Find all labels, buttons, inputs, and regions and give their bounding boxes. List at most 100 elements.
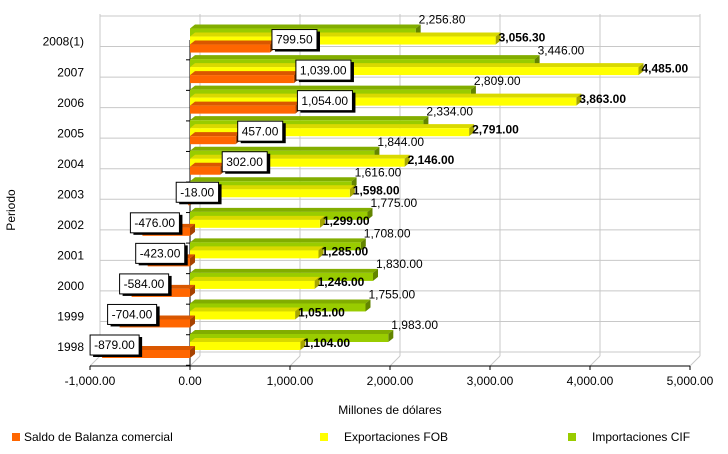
bar-side xyxy=(300,338,306,350)
bar-top xyxy=(190,101,301,106)
data-label: 1,708.00 xyxy=(364,227,411,241)
bar-side xyxy=(190,346,195,358)
bar-top xyxy=(190,40,275,45)
x-axis-title: Millones de dólares xyxy=(338,403,441,417)
bar-top xyxy=(190,63,644,68)
label-box xyxy=(296,90,353,112)
label-box xyxy=(129,212,180,234)
bar xyxy=(190,136,236,145)
data-label: 1,039.00 xyxy=(300,63,347,77)
bar-side xyxy=(404,154,410,167)
bar-side xyxy=(190,315,195,328)
data-label: 1,104.00 xyxy=(303,336,350,350)
data-label: 1,285.00 xyxy=(322,245,369,259)
x-tick-label: 4,000.00 xyxy=(567,374,614,388)
data-label: 2,334.00 xyxy=(426,104,473,118)
floor-line xyxy=(89,355,101,367)
x-tick-label: -1,000.00 xyxy=(65,374,116,388)
data-label: -704.00 xyxy=(112,308,153,322)
bar-top xyxy=(190,238,366,243)
bar-side xyxy=(495,32,501,45)
y-tick-label: 2003 xyxy=(57,187,84,201)
legend: Saldo de Balanza comercial Exportaciones … xyxy=(12,430,690,444)
bar-top xyxy=(190,132,241,137)
label-box xyxy=(295,59,352,81)
legend-swatch xyxy=(12,433,20,441)
bar xyxy=(190,189,350,198)
bar-side xyxy=(190,254,195,267)
floor-line xyxy=(389,355,401,367)
legend-swatch xyxy=(568,433,576,441)
data-label: 1,830.00 xyxy=(376,257,423,271)
floor-line xyxy=(489,355,501,367)
bar-top xyxy=(190,146,380,151)
bar-top xyxy=(190,116,429,121)
x-tick-label: 5,000.00 xyxy=(667,374,714,388)
bar-side xyxy=(373,268,378,281)
bar-side xyxy=(318,246,324,259)
legend-swatch xyxy=(320,433,328,441)
data-label: 1,983.00 xyxy=(391,318,438,332)
data-label: 1,844.00 xyxy=(377,135,424,149)
bar xyxy=(190,166,221,175)
data-label: 1,775.00 xyxy=(371,196,418,210)
bar-top xyxy=(190,71,299,76)
bar-side xyxy=(360,238,366,251)
bar-side xyxy=(295,307,301,320)
label-box xyxy=(237,120,284,142)
data-label: -879.00 xyxy=(94,338,135,352)
bar xyxy=(190,97,577,106)
bar xyxy=(190,158,405,167)
x-tick-label: 0.00 xyxy=(178,374,202,388)
bar-top xyxy=(190,338,306,342)
x-tick-label: 3,000.00 xyxy=(467,374,514,388)
label-box xyxy=(107,303,158,325)
bar-top xyxy=(190,24,421,29)
data-label: -584.00 xyxy=(124,277,165,291)
data-label: -423.00 xyxy=(140,247,181,261)
bar-top xyxy=(190,32,501,37)
label-box xyxy=(175,181,220,203)
bar xyxy=(190,36,496,45)
bar-side xyxy=(190,223,195,236)
label-box xyxy=(119,273,170,295)
data-label: -476.00 xyxy=(134,216,175,230)
data-label: 2,809.00 xyxy=(474,74,521,88)
label-box xyxy=(135,242,186,264)
bar-side xyxy=(576,93,582,106)
bar-top xyxy=(190,185,355,190)
data-label: 4,485.00 xyxy=(642,61,689,75)
bar-top xyxy=(190,177,357,182)
bar-side xyxy=(388,330,394,342)
data-label: 1,051.00 xyxy=(298,306,345,320)
legend-label: Saldo de Balanza comercial xyxy=(24,430,173,444)
bar-top xyxy=(190,307,301,312)
y-tick-label: 2001 xyxy=(57,249,84,263)
data-label: 1,246.00 xyxy=(318,275,365,289)
bar xyxy=(190,75,294,84)
bar xyxy=(190,128,470,137)
data-label: 1,755.00 xyxy=(369,288,416,302)
data-label: 302.00 xyxy=(226,155,263,169)
bar-side xyxy=(367,207,373,220)
bar-side xyxy=(190,284,195,297)
bar-top xyxy=(190,268,378,273)
y-tick-label: 2006 xyxy=(57,96,84,110)
bar-top xyxy=(190,207,373,212)
data-label: 1,616.00 xyxy=(355,165,402,179)
data-label: 2,256.80 xyxy=(419,13,466,27)
y-tick-label: 2000 xyxy=(57,279,84,293)
data-label: 457.00 xyxy=(242,124,279,138)
floor-line xyxy=(689,355,701,367)
data-label: 3,446.00 xyxy=(538,43,585,57)
bar xyxy=(190,44,270,53)
bar xyxy=(190,219,320,228)
bar-side xyxy=(314,276,320,289)
bar-side xyxy=(638,63,644,76)
legend-label: Exportaciones FOB xyxy=(344,430,448,444)
x-tick-label: 2,000.00 xyxy=(367,374,414,388)
y-axis-title: Periodo xyxy=(4,189,18,231)
bar-top xyxy=(190,246,324,251)
label-box xyxy=(221,151,268,173)
bar xyxy=(190,311,296,320)
